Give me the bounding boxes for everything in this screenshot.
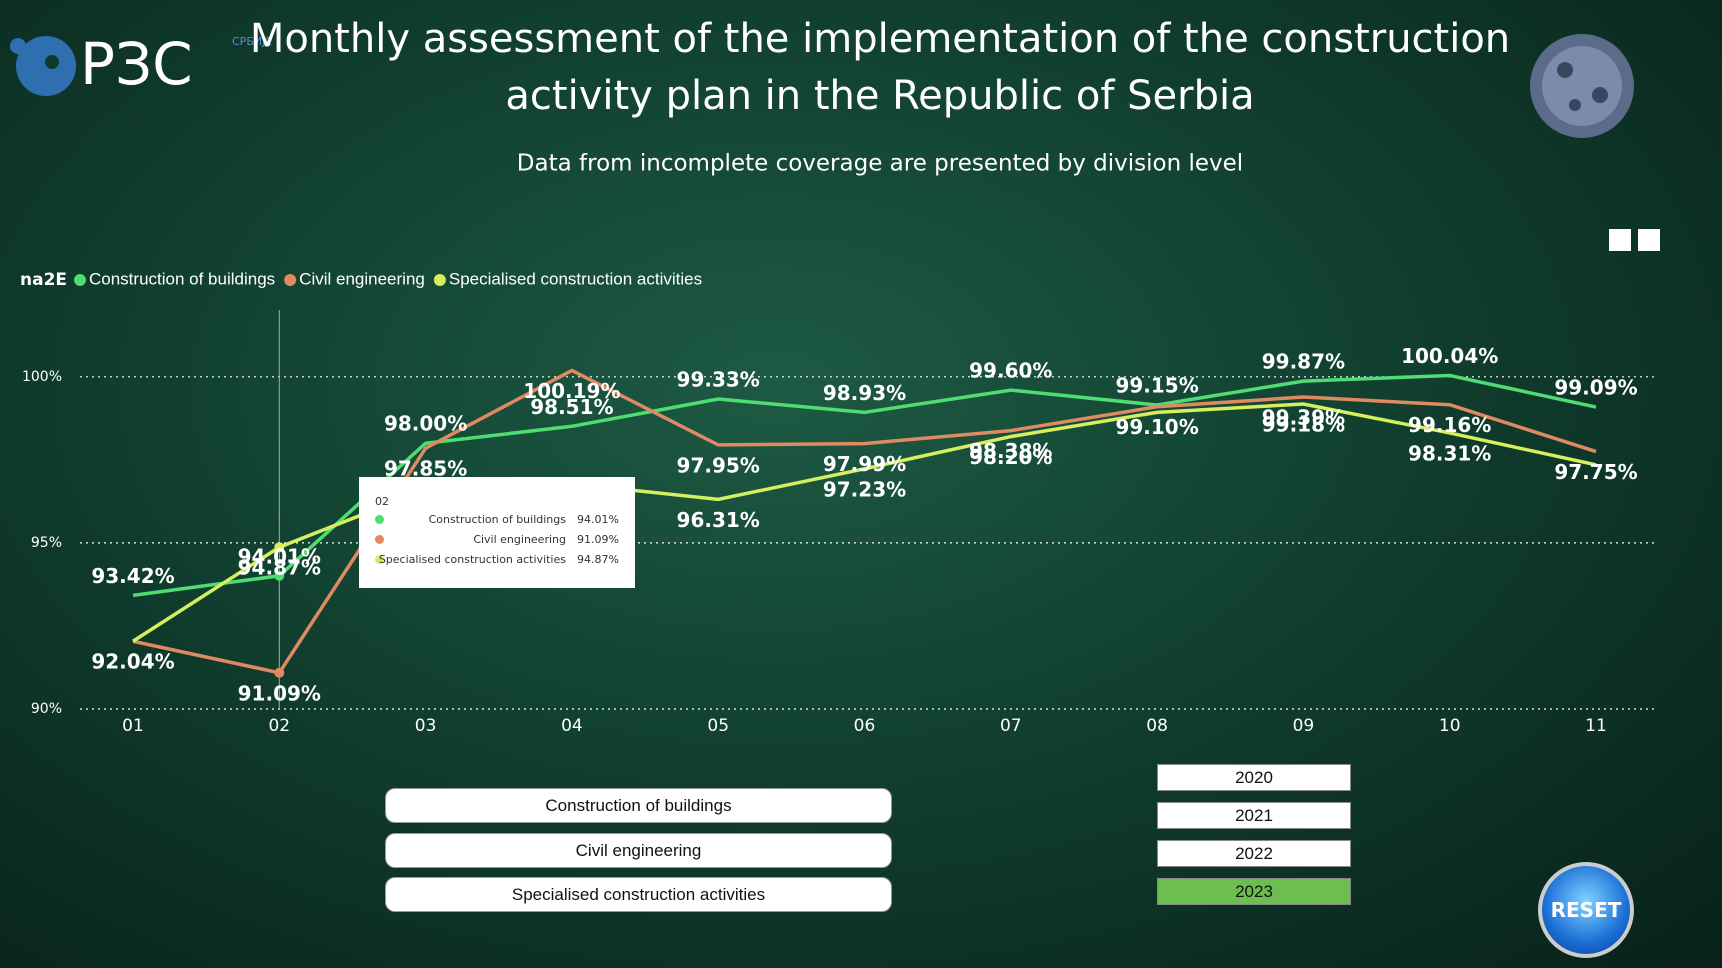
data-label: 97.99% [823, 452, 906, 476]
year-button[interactable]: 2022 [1157, 840, 1351, 867]
legend-marker [74, 274, 86, 286]
x-tick-label: 08 [1146, 716, 1168, 736]
x-tick-label: 03 [415, 716, 437, 736]
data-label: 92.04% [91, 650, 174, 674]
legend-title: na2E [20, 270, 67, 290]
data-label: 99.16% [1408, 413, 1491, 437]
x-tick-label: 05 [707, 716, 729, 736]
data-label: 93.42% [91, 564, 174, 588]
x-tick-label: 07 [1000, 716, 1022, 736]
filter-icon[interactable] [1609, 229, 1631, 251]
tooltip-marker [375, 515, 384, 524]
tooltip-label: Civil engineering [473, 533, 566, 546]
series-line [132, 402, 1597, 643]
tooltip-marker [375, 555, 384, 564]
tooltip-label: Specialised construction activities [378, 553, 566, 566]
y-tick-label: 90% [31, 701, 62, 717]
data-label: 100.04% [1401, 344, 1498, 368]
x-tick-label: 11 [1585, 716, 1607, 736]
logo-sub: СРБИЈЕ [232, 35, 272, 48]
data-label: 99.60% [969, 359, 1052, 383]
data-label: 94.01% [238, 544, 321, 568]
logo-hole [45, 55, 59, 69]
x-tick-label: 06 [854, 716, 876, 736]
focus-icon[interactable] [1638, 229, 1660, 251]
data-label: 98.20% [969, 445, 1052, 469]
data-label: 98.00% [384, 412, 467, 436]
data-label: 98.93% [823, 381, 906, 405]
legend-marker [284, 274, 297, 286]
year-button[interactable]: 2021 [1157, 802, 1351, 829]
title: Monthly assessment of the implementation… [250, 16, 1510, 62]
slicer-button[interactable]: Specialised construction activities [385, 877, 892, 912]
data-label: 98.38% [969, 439, 1052, 463]
data-label: 99.09% [1554, 376, 1637, 400]
legend-label: Specialised construction activities [449, 269, 702, 288]
data-label: 91.09% [238, 681, 321, 705]
title: activity plan in the Republic of Serbia [505, 73, 1254, 119]
data-label: 97.95% [677, 453, 760, 477]
data-label: 97.23% [823, 477, 906, 501]
logo-circle [16, 36, 76, 96]
tooltip-label: Construction of buildings [428, 513, 566, 526]
year-button[interactable]: 2023 [1157, 878, 1351, 905]
legend-marker [433, 274, 446, 286]
x-tick-label: 10 [1439, 716, 1461, 736]
tooltip-value: 91.09% [577, 533, 619, 546]
x-tick-label: 02 [268, 716, 290, 736]
data-label: 99.15% [1115, 374, 1198, 398]
legend-label: Civil engineering [299, 269, 425, 288]
data-label: 99.10% [1115, 415, 1198, 439]
y-tick-label: 95% [31, 535, 62, 551]
data-label: 99.39% [1262, 406, 1345, 430]
subtitle: Data from incomplete coverage are presen… [517, 151, 1243, 177]
data-label: 97.75% [1554, 460, 1637, 484]
data-label: 98.51% [530, 395, 613, 419]
tooltip-marker [375, 535, 384, 544]
reset-button[interactable]: RESET [1538, 862, 1634, 958]
tooltip-value: 94.87% [577, 553, 619, 566]
hover-point [274, 542, 285, 553]
tooltip-value: 94.01% [577, 513, 619, 526]
tooltip: 02 Construction of buildings 94.01% Civil e… [359, 477, 635, 588]
virus-icon [1530, 34, 1634, 138]
data-label: 96.31% [677, 508, 760, 532]
data-label: 99.18% [1262, 413, 1345, 437]
tooltip-title: 02 [375, 495, 389, 508]
x-tick-label: 04 [561, 716, 583, 736]
hover-point [274, 570, 285, 581]
data-label: 98.31% [1408, 441, 1491, 465]
legend-label: Construction of buildings [89, 269, 275, 288]
year-button[interactable]: 2020 [1157, 764, 1351, 791]
slicer-button[interactable]: Construction of buildings [385, 788, 892, 823]
data-label: 100.19% [523, 379, 620, 403]
logo-text: РЗС [80, 30, 193, 98]
hover-point [274, 667, 285, 678]
x-tick-label: 01 [122, 716, 144, 736]
x-tick-label: 09 [1293, 716, 1315, 736]
data-label: 94.87% [238, 556, 321, 580]
y-tick-label: 100% [22, 369, 62, 385]
data-label: 99.87% [1262, 350, 1345, 374]
series-line [132, 368, 1597, 675]
data-label: 99.33% [677, 368, 760, 392]
data-label: 97.85% [384, 457, 467, 481]
slicer-button[interactable]: Civil engineering [385, 833, 892, 868]
